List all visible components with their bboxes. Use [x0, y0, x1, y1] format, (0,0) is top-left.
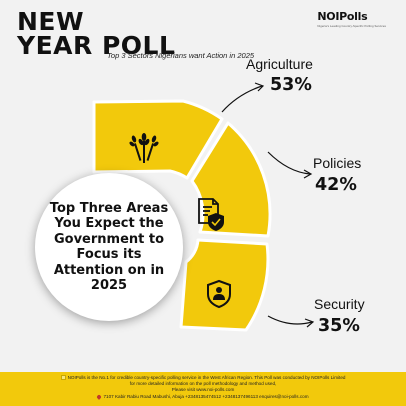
brand-logo: NOIPolls Nigeria's Leading Country-Speci… — [317, 11, 386, 29]
footer-line2: for more detailed information on the pol… — [129, 381, 277, 386]
brand-name: NOIPolls — [317, 11, 386, 23]
wheat-icon — [129, 133, 159, 163]
agriculture-segment — [92, 99, 224, 180]
policy-document-icon — [198, 198, 224, 231]
policies-value: 42% — [315, 175, 357, 195]
policies-label: Policies — [313, 155, 362, 171]
poll-subtitle: Top 3 Sectors Nigerians want Action in 2… — [107, 51, 255, 60]
security-shield-icon — [207, 279, 231, 309]
agriculture-value: 53% — [270, 75, 312, 95]
security-label: Security — [314, 296, 365, 312]
center-question-text: Top Three Areas You Expect the Governmen… — [49, 200, 169, 294]
footer-contact-text: 7107 Kabir Rabiu Road Mabushi, Abuja +23… — [103, 394, 309, 399]
center-question-circle: Top Three Areas You Expect the Governmen… — [35, 173, 183, 321]
footer-contact: 7107 Kabir Rabiu Road Mabushi, Abuja +23… — [16, 393, 390, 400]
security-value: 35% — [318, 316, 360, 336]
noipolls-logo-icon — [60, 375, 66, 381]
footer-line1: NOIPolls is the No.1 for credible countr… — [16, 375, 390, 381]
location-pin-icon — [96, 393, 103, 400]
footer-line1-text: NOIPolls is the No.1 for credible countr… — [67, 375, 346, 380]
footer-line3: Please visit www.noi-polls.com — [171, 387, 235, 392]
brand-name-suffix: Polls — [339, 10, 368, 23]
policies-arrow — [267, 151, 313, 179]
poll-title: NEW YEAR POLL — [17, 7, 176, 60]
poll-title-line1: NEW — [17, 7, 85, 36]
security-arrow — [267, 315, 315, 328]
brand-name-prefix: NOI — [317, 10, 340, 23]
agriculture-label: Agriculture — [246, 56, 313, 72]
security-segment — [179, 238, 270, 332]
agriculture-arrow — [221, 82, 265, 113]
poll-title-line2: YEAR POLL — [17, 31, 176, 60]
footer-bar: NOIPolls is the No.1 for credible countr… — [0, 372, 406, 406]
brand-tagline: Nigeria's Leading Country-Specific Polli… — [317, 24, 386, 28]
